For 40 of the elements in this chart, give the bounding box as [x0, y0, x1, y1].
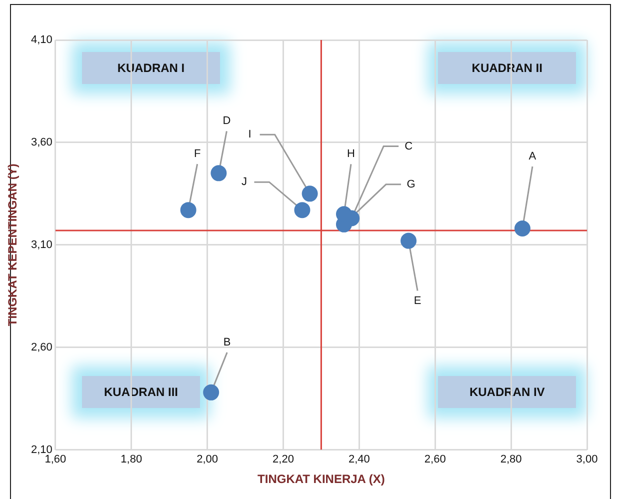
- annotation: B: [223, 336, 231, 348]
- y-axis-title: TINGKAT KEPENTINGAN (Y): [6, 164, 20, 326]
- x-tick-label: 2,20: [272, 453, 294, 466]
- x-tick-label: 2,40: [348, 453, 370, 466]
- annotation: H: [347, 148, 356, 160]
- y-tick-label: 2,60: [30, 341, 52, 354]
- annotation: C: [404, 140, 413, 152]
- annotation: F: [194, 148, 201, 160]
- label-box: KUADRAN IV: [438, 376, 576, 408]
- x-tick-label: 1,60: [44, 453, 66, 466]
- y-tick-label: 3,60: [30, 136, 52, 148]
- y-tick-label: 3,10: [30, 238, 52, 251]
- label-box: KUADRAN I: [82, 52, 220, 84]
- annotation: KUADRAN II: [472, 61, 542, 76]
- annotation: G: [406, 178, 416, 190]
- annotation: KUADRAN III: [104, 385, 178, 400]
- x-tick-label: 3,00: [576, 453, 598, 466]
- annotation: I: [248, 128, 252, 141]
- annotation: D: [222, 115, 231, 128]
- point: [294, 202, 310, 218]
- x-tick-label: 2,80: [500, 453, 522, 466]
- point: [180, 202, 196, 218]
- x-tick-label: 2,60: [424, 453, 446, 466]
- point: [514, 220, 530, 237]
- x-axis-title: TINGKAT KINERJA (X): [258, 472, 385, 486]
- annotation: E: [414, 294, 422, 307]
- point: [400, 232, 417, 249]
- annotation: A: [528, 150, 537, 163]
- annotation: KUADRAN IV: [469, 385, 545, 400]
- point: [203, 384, 220, 400]
- label-box: KUADRAN III: [82, 376, 200, 408]
- annotation: J: [241, 176, 247, 188]
- y-tick-label: 2,10: [30, 444, 52, 456]
- point: [302, 186, 318, 202]
- x-tick-label: 1,80: [120, 453, 142, 466]
- y-tick-label: 4,10: [30, 34, 52, 46]
- x-tick-label: 2,00: [196, 453, 218, 466]
- annotation: KUADRAN I: [117, 61, 185, 76]
- label-box: KUADRAN II: [438, 52, 576, 84]
- point: [210, 165, 227, 182]
